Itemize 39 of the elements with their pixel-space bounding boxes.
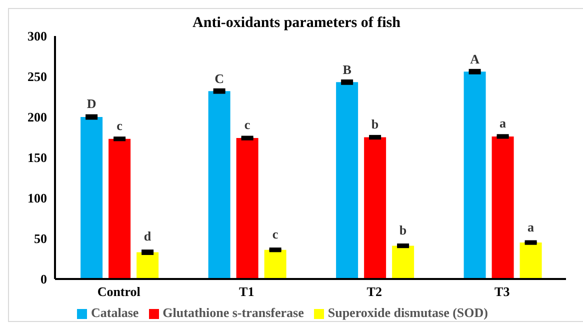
data-label: b bbox=[371, 116, 379, 132]
data-label: a bbox=[528, 220, 535, 235]
data-label: B bbox=[342, 62, 352, 78]
y-tick-label: 0 bbox=[40, 272, 47, 287]
x-tick-label: T2 bbox=[366, 284, 382, 300]
data-label: c bbox=[244, 117, 250, 132]
bar bbox=[336, 82, 358, 279]
bar bbox=[136, 252, 159, 279]
legend-label: Catalase bbox=[91, 305, 139, 320]
bar bbox=[520, 242, 542, 279]
data-label: A bbox=[470, 52, 480, 67]
y-tick-label: 50 bbox=[34, 231, 47, 246]
data-label: D bbox=[86, 96, 96, 112]
data-label: d bbox=[144, 228, 152, 244]
legend-label: Glutathione s-transferase bbox=[162, 305, 304, 320]
y-tick-label: 300 bbox=[28, 28, 47, 44]
data-label: b bbox=[399, 222, 407, 238]
data-label: C bbox=[214, 70, 224, 86]
x-tick-label: T1 bbox=[239, 284, 254, 300]
chart-title: Anti-oxidants parameters of fish bbox=[192, 15, 400, 31]
bar bbox=[208, 91, 230, 279]
y-tick-label: 100 bbox=[28, 190, 47, 206]
y-tick-label: 250 bbox=[28, 69, 47, 84]
x-tick-label: T3 bbox=[494, 284, 510, 300]
bar bbox=[464, 72, 486, 279]
y-tick-label: 150 bbox=[28, 150, 47, 166]
data-label: c bbox=[272, 226, 278, 242]
bar bbox=[236, 138, 258, 279]
bar bbox=[80, 117, 103, 279]
legend-label: Superoxide dismutase (SOD) bbox=[328, 305, 488, 320]
x-tick-label: Control bbox=[97, 284, 141, 300]
y-tick-label: 200 bbox=[28, 110, 47, 125]
bar bbox=[364, 137, 386, 279]
bar bbox=[264, 250, 286, 279]
bar bbox=[492, 136, 514, 279]
bar bbox=[108, 138, 131, 279]
data-label: c bbox=[116, 118, 123, 133]
bar bbox=[392, 246, 414, 279]
data-label: a bbox=[500, 116, 507, 131]
